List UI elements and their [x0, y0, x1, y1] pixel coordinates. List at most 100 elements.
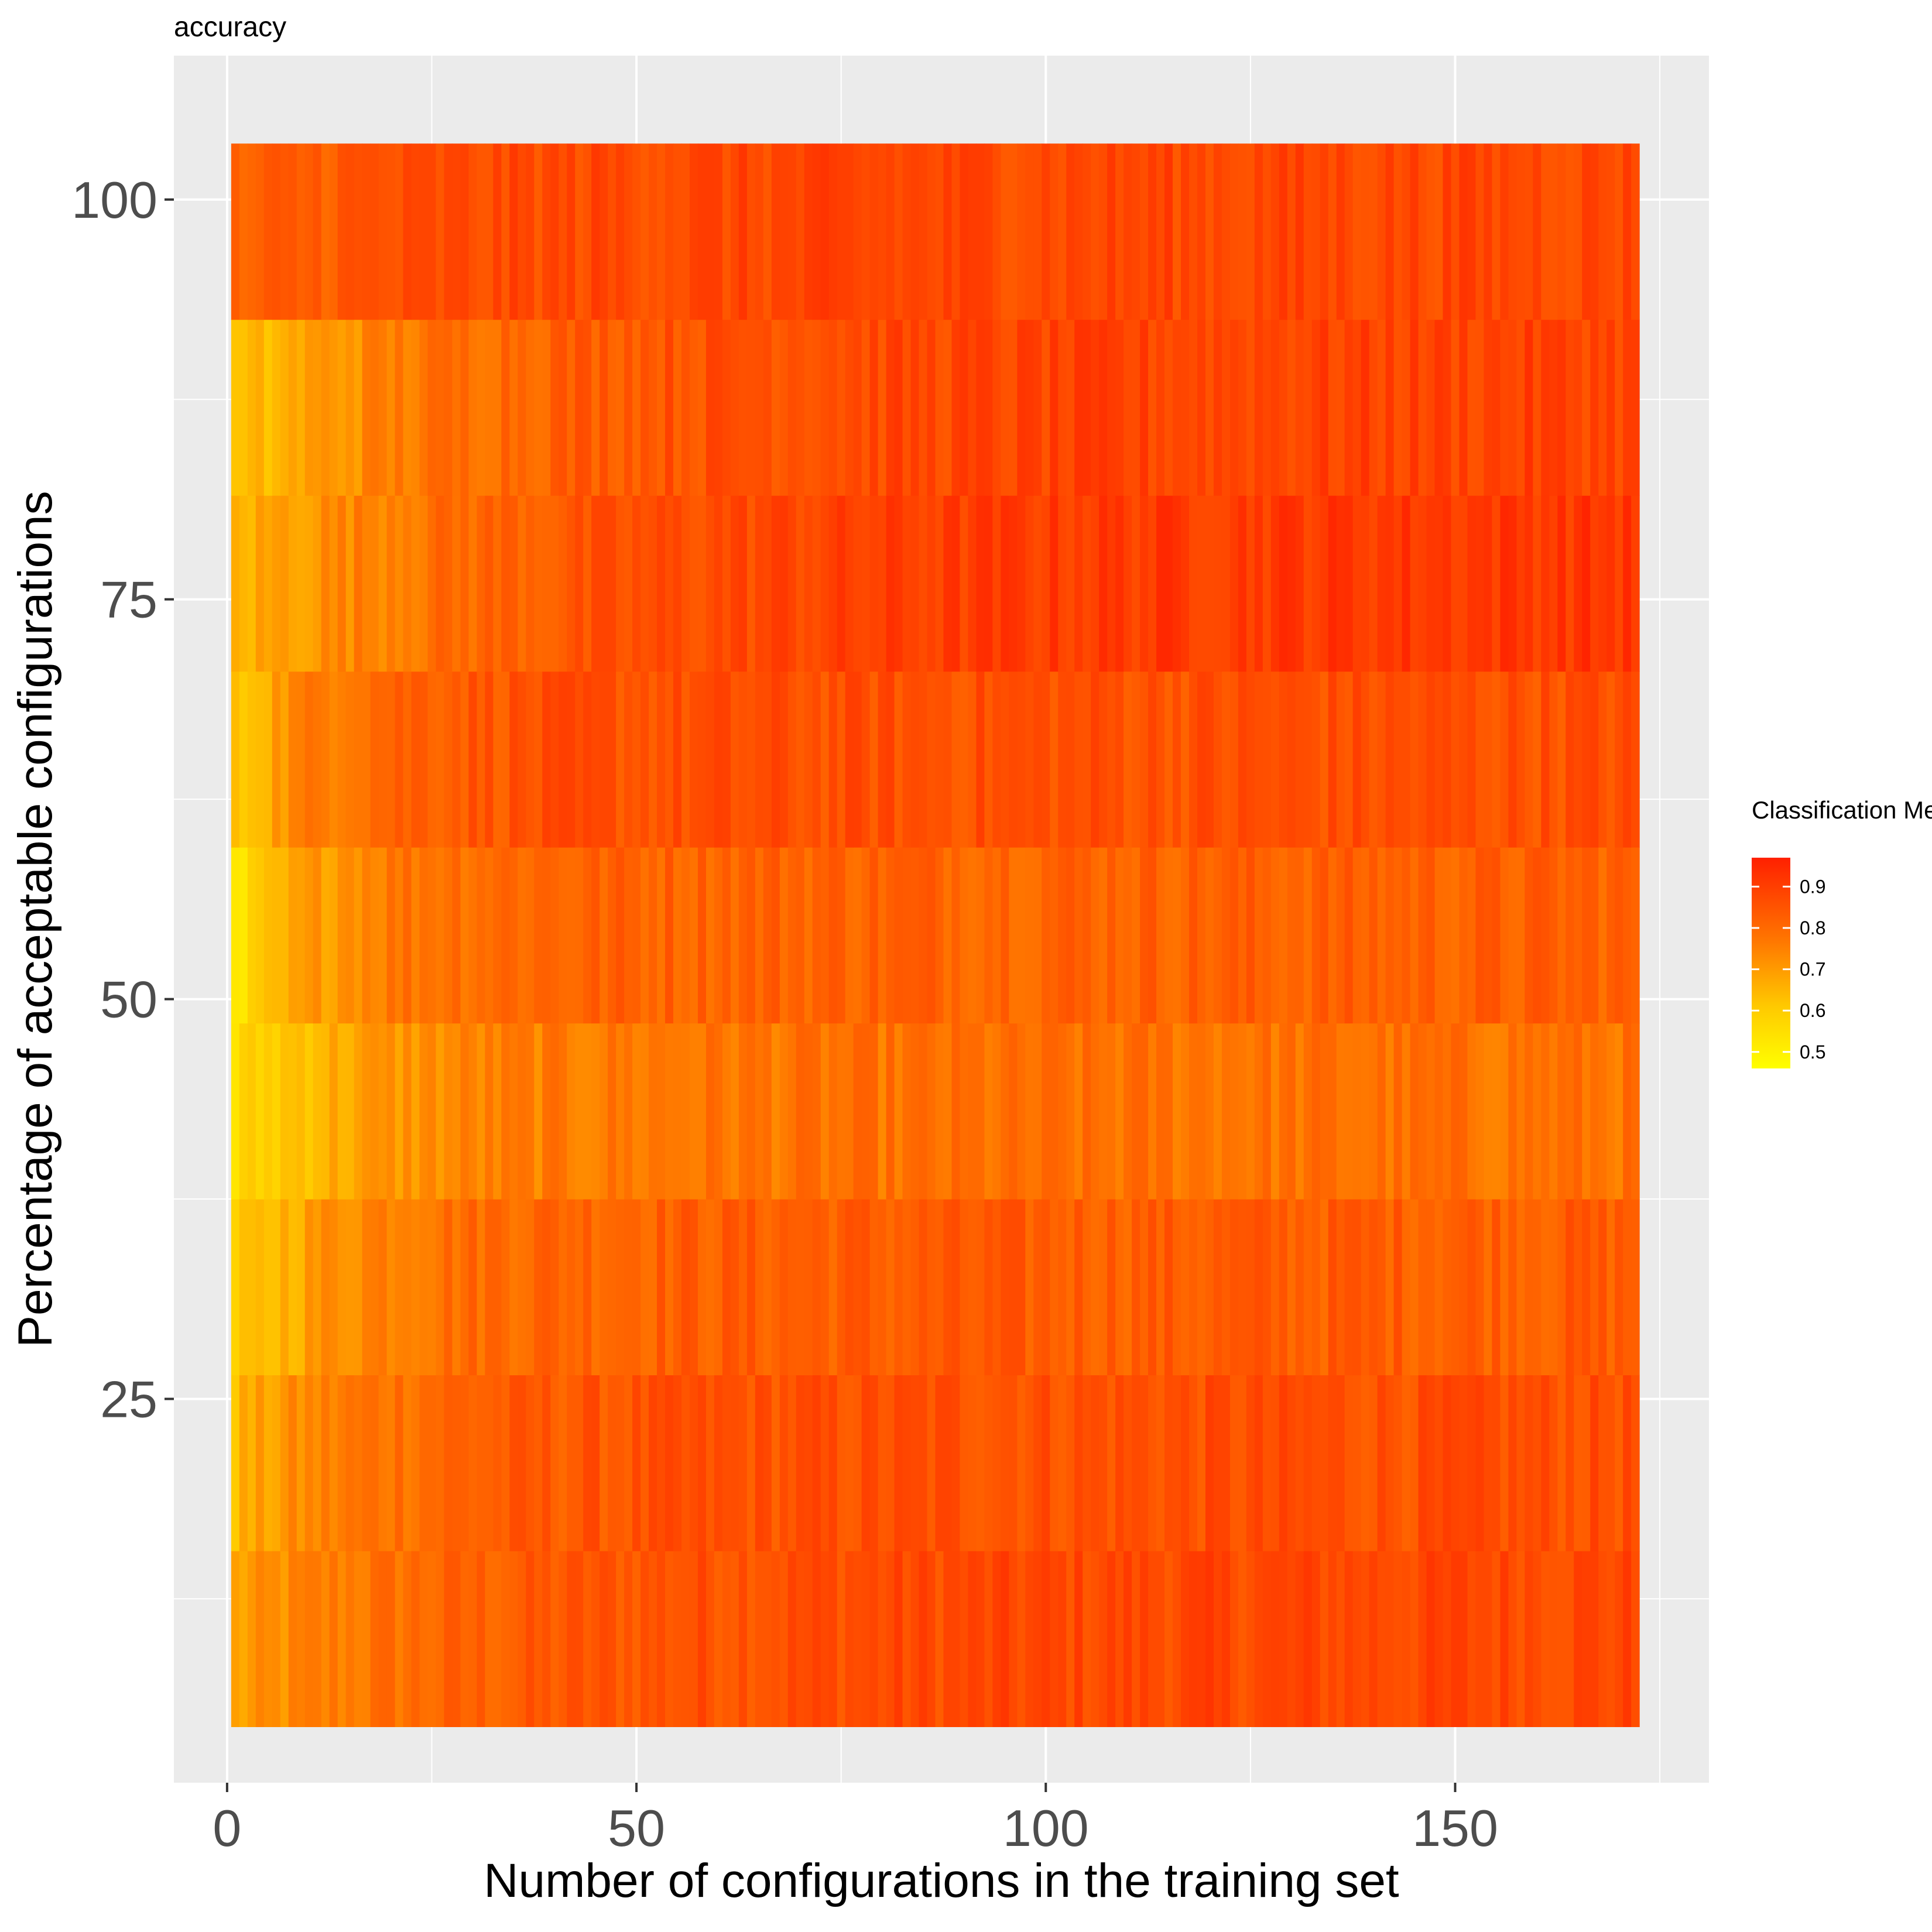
heatmap-tile: [1336, 495, 1345, 672]
heatmap-tile: [1107, 319, 1116, 496]
heatmap-tile: [1254, 671, 1263, 848]
heatmap-tile: [1352, 319, 1362, 496]
heatmap-tile: [1549, 671, 1558, 848]
heatmap-tile: [878, 319, 887, 496]
heatmap-tile: [255, 1375, 265, 1551]
heatmap-tile: [419, 143, 429, 320]
heatmap-tile: [1336, 319, 1345, 496]
heatmap-tile: [1074, 671, 1083, 848]
heatmap-tile: [763, 495, 772, 672]
heatmap-tile: [869, 1550, 879, 1727]
heatmap-tile: [263, 495, 273, 672]
heatmap-tile: [1484, 1199, 1493, 1376]
heatmap-tile: [247, 495, 256, 672]
heatmap-tile: [1001, 495, 1009, 672]
heatmap-tile: [1352, 671, 1362, 848]
heatmap-tile: [1042, 847, 1050, 1024]
heatmap-tile: [485, 495, 494, 672]
heatmap-tile: [1221, 495, 1231, 672]
heatmap-tile: [370, 495, 379, 672]
heatmap-tile: [681, 671, 690, 848]
heatmap-tile: [935, 1023, 944, 1200]
heatmap-tile: [452, 1550, 461, 1727]
heatmap-tile: [869, 1023, 879, 1200]
heatmap-tile: [509, 319, 518, 496]
heatmap-tile: [943, 671, 953, 848]
heatmap-tile: [1181, 847, 1190, 1024]
heatmap-tile: [1606, 495, 1615, 672]
heatmap-tile: [845, 1023, 854, 1200]
heatmap-tile: [1582, 319, 1591, 496]
heatmap-tile: [804, 671, 813, 848]
heatmap-tile: [296, 1023, 306, 1200]
heatmap-tile: [1074, 143, 1083, 320]
heatmap-tile: [1344, 495, 1354, 672]
heatmap-tile: [1001, 1199, 1009, 1376]
heatmap-tile: [1492, 1375, 1501, 1551]
heatmap-tile: [337, 319, 347, 496]
heatmap-tile: [681, 319, 690, 496]
heatmap-tile: [902, 847, 912, 1024]
heatmap-tile: [1533, 495, 1542, 672]
heatmap-tile: [1615, 1550, 1623, 1727]
heatmap-tile: [837, 1375, 846, 1551]
heatmap-tile: [943, 1023, 953, 1200]
heatmap-tile: [1287, 319, 1296, 496]
y-tick-label: 100: [71, 171, 157, 229]
heatmap-tile: [902, 1550, 912, 1727]
heatmap-tile: [1148, 1375, 1157, 1551]
heatmap-tile: [951, 1375, 961, 1551]
heatmap-tile: [362, 319, 371, 496]
heatmap-tile: [689, 847, 698, 1024]
heatmap-tile: [1132, 319, 1140, 496]
heatmap-tile: [1279, 143, 1288, 320]
heatmap-tile: [436, 671, 445, 848]
heatmap-tile: [608, 319, 616, 496]
heatmap-tile: [296, 319, 306, 496]
heatmap-tile: [1173, 1199, 1181, 1376]
heatmap-tile: [436, 495, 445, 672]
heatmap-tile: [370, 1199, 379, 1376]
heatmap-tile: [878, 1550, 887, 1727]
heatmap-tile: [542, 1199, 551, 1376]
heatmap-tile: [812, 847, 821, 1024]
heatmap-tile: [1197, 671, 1206, 848]
heatmap-tile: [894, 847, 903, 1024]
heatmap-tile: [247, 1375, 256, 1551]
heatmap-tile: [1402, 1023, 1411, 1200]
heatmap-tile: [345, 1023, 355, 1200]
heatmap-tile: [509, 671, 518, 848]
heatmap-tile: [1213, 495, 1222, 672]
heatmap-tile: [738, 143, 748, 320]
heatmap-tile: [746, 671, 756, 848]
heatmap-tile: [395, 1375, 404, 1551]
heatmap-tile: [378, 143, 388, 320]
heatmap-tile: [1623, 319, 1632, 496]
heatmap-tile: [1320, 1550, 1329, 1727]
heatmap-tile: [746, 1550, 756, 1727]
heatmap-tile: [1426, 143, 1436, 320]
heatmap-tile: [1099, 143, 1108, 320]
heatmap-tile: [992, 671, 1001, 848]
heatmap-tile: [616, 1199, 625, 1376]
heatmap-tile: [861, 1023, 871, 1200]
heatmap-tile: [1083, 1023, 1091, 1200]
heatmap-tile: [763, 1199, 772, 1376]
heatmap-tile: [386, 495, 396, 672]
heatmap-tile: [493, 1199, 502, 1376]
heatmap-tile: [1042, 671, 1050, 848]
heatmap-tile: [460, 143, 470, 320]
heatmap-tile: [828, 1023, 838, 1200]
heatmap-tile: [1631, 847, 1640, 1024]
heatmap-tile: [272, 1375, 281, 1551]
heatmap-tile: [730, 1023, 739, 1200]
heatmap-tile: [477, 1199, 485, 1376]
heatmap-tile: [1197, 1023, 1206, 1200]
heatmap-tile: [559, 495, 567, 672]
heatmap-tile: [1566, 1023, 1574, 1200]
heatmap-tile: [1042, 495, 1050, 672]
heatmap-tile: [681, 1023, 690, 1200]
heatmap-tile: [1418, 847, 1427, 1024]
heatmap-tile: [1083, 671, 1091, 848]
heatmap-tile: [452, 143, 461, 320]
